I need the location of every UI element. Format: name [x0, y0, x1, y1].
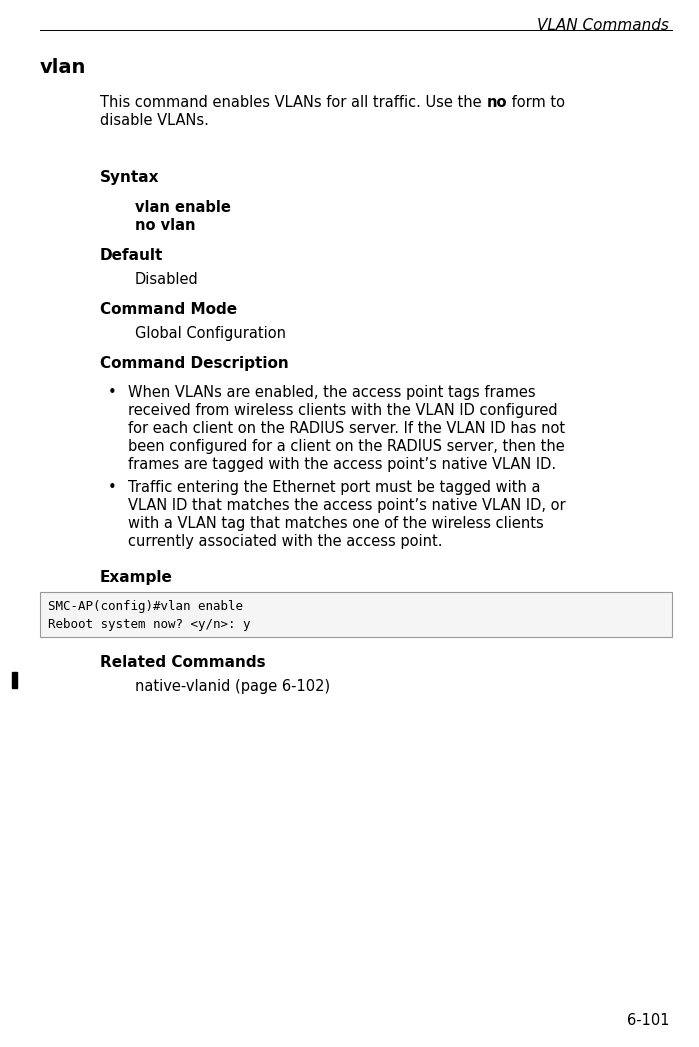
FancyBboxPatch shape [40, 592, 672, 637]
Text: 6-101: 6-101 [626, 1013, 669, 1028]
Text: Related Commands: Related Commands [100, 655, 266, 670]
Text: currently associated with the access point.: currently associated with the access poi… [128, 534, 442, 549]
Text: no: no [487, 95, 507, 110]
Bar [12, 672, 17, 688]
Text: Global Configuration: Global Configuration [135, 326, 286, 341]
Text: Command Mode: Command Mode [100, 302, 237, 317]
Text: Default: Default [100, 248, 164, 263]
Text: frames are tagged with the access point’s native VLAN ID.: frames are tagged with the access point’… [128, 456, 556, 472]
Text: vlan enable: vlan enable [135, 200, 231, 215]
Text: When VLANs are enabled, the access point tags frames: When VLANs are enabled, the access point… [128, 385, 535, 400]
Text: Disabled: Disabled [135, 272, 199, 287]
Text: Syntax: Syntax [100, 170, 159, 185]
Text: with a VLAN tag that matches one of the wireless clients: with a VLAN tag that matches one of the … [128, 516, 544, 531]
Text: been configured for a client on the RADIUS server, then the: been configured for a client on the RADI… [128, 439, 565, 454]
Text: Traffic entering the Ethernet port must be tagged with a: Traffic entering the Ethernet port must … [128, 480, 540, 495]
Text: VLAN Commands: VLAN Commands [537, 18, 669, 34]
Text: VLAN ID that matches the access point’s native VLAN ID, or: VLAN ID that matches the access point’s … [128, 498, 565, 513]
Text: Reboot system now? <y/n>: y: Reboot system now? <y/n>: y [48, 618, 250, 631]
Text: •: • [108, 480, 117, 495]
Text: form to: form to [507, 95, 565, 110]
Text: Command Description: Command Description [100, 356, 289, 371]
Text: disable VLANs.: disable VLANs. [100, 113, 209, 128]
Text: •: • [108, 385, 117, 400]
Text: This command enables VLANs for all traffic. Use the: This command enables VLANs for all traff… [100, 95, 487, 110]
Text: native-vlanid (page 6-102): native-vlanid (page 6-102) [135, 680, 330, 694]
Text: no vlan: no vlan [135, 218, 196, 233]
Text: vlan: vlan [40, 58, 87, 77]
Text: Example: Example [100, 570, 173, 585]
Text: for each client on the RADIUS server. If the VLAN ID has not: for each client on the RADIUS server. If… [128, 421, 565, 436]
Text: received from wireless clients with the VLAN ID configured: received from wireless clients with the … [128, 403, 558, 418]
Text: SMC-AP(config)#vlan enable: SMC-AP(config)#vlan enable [48, 600, 243, 612]
